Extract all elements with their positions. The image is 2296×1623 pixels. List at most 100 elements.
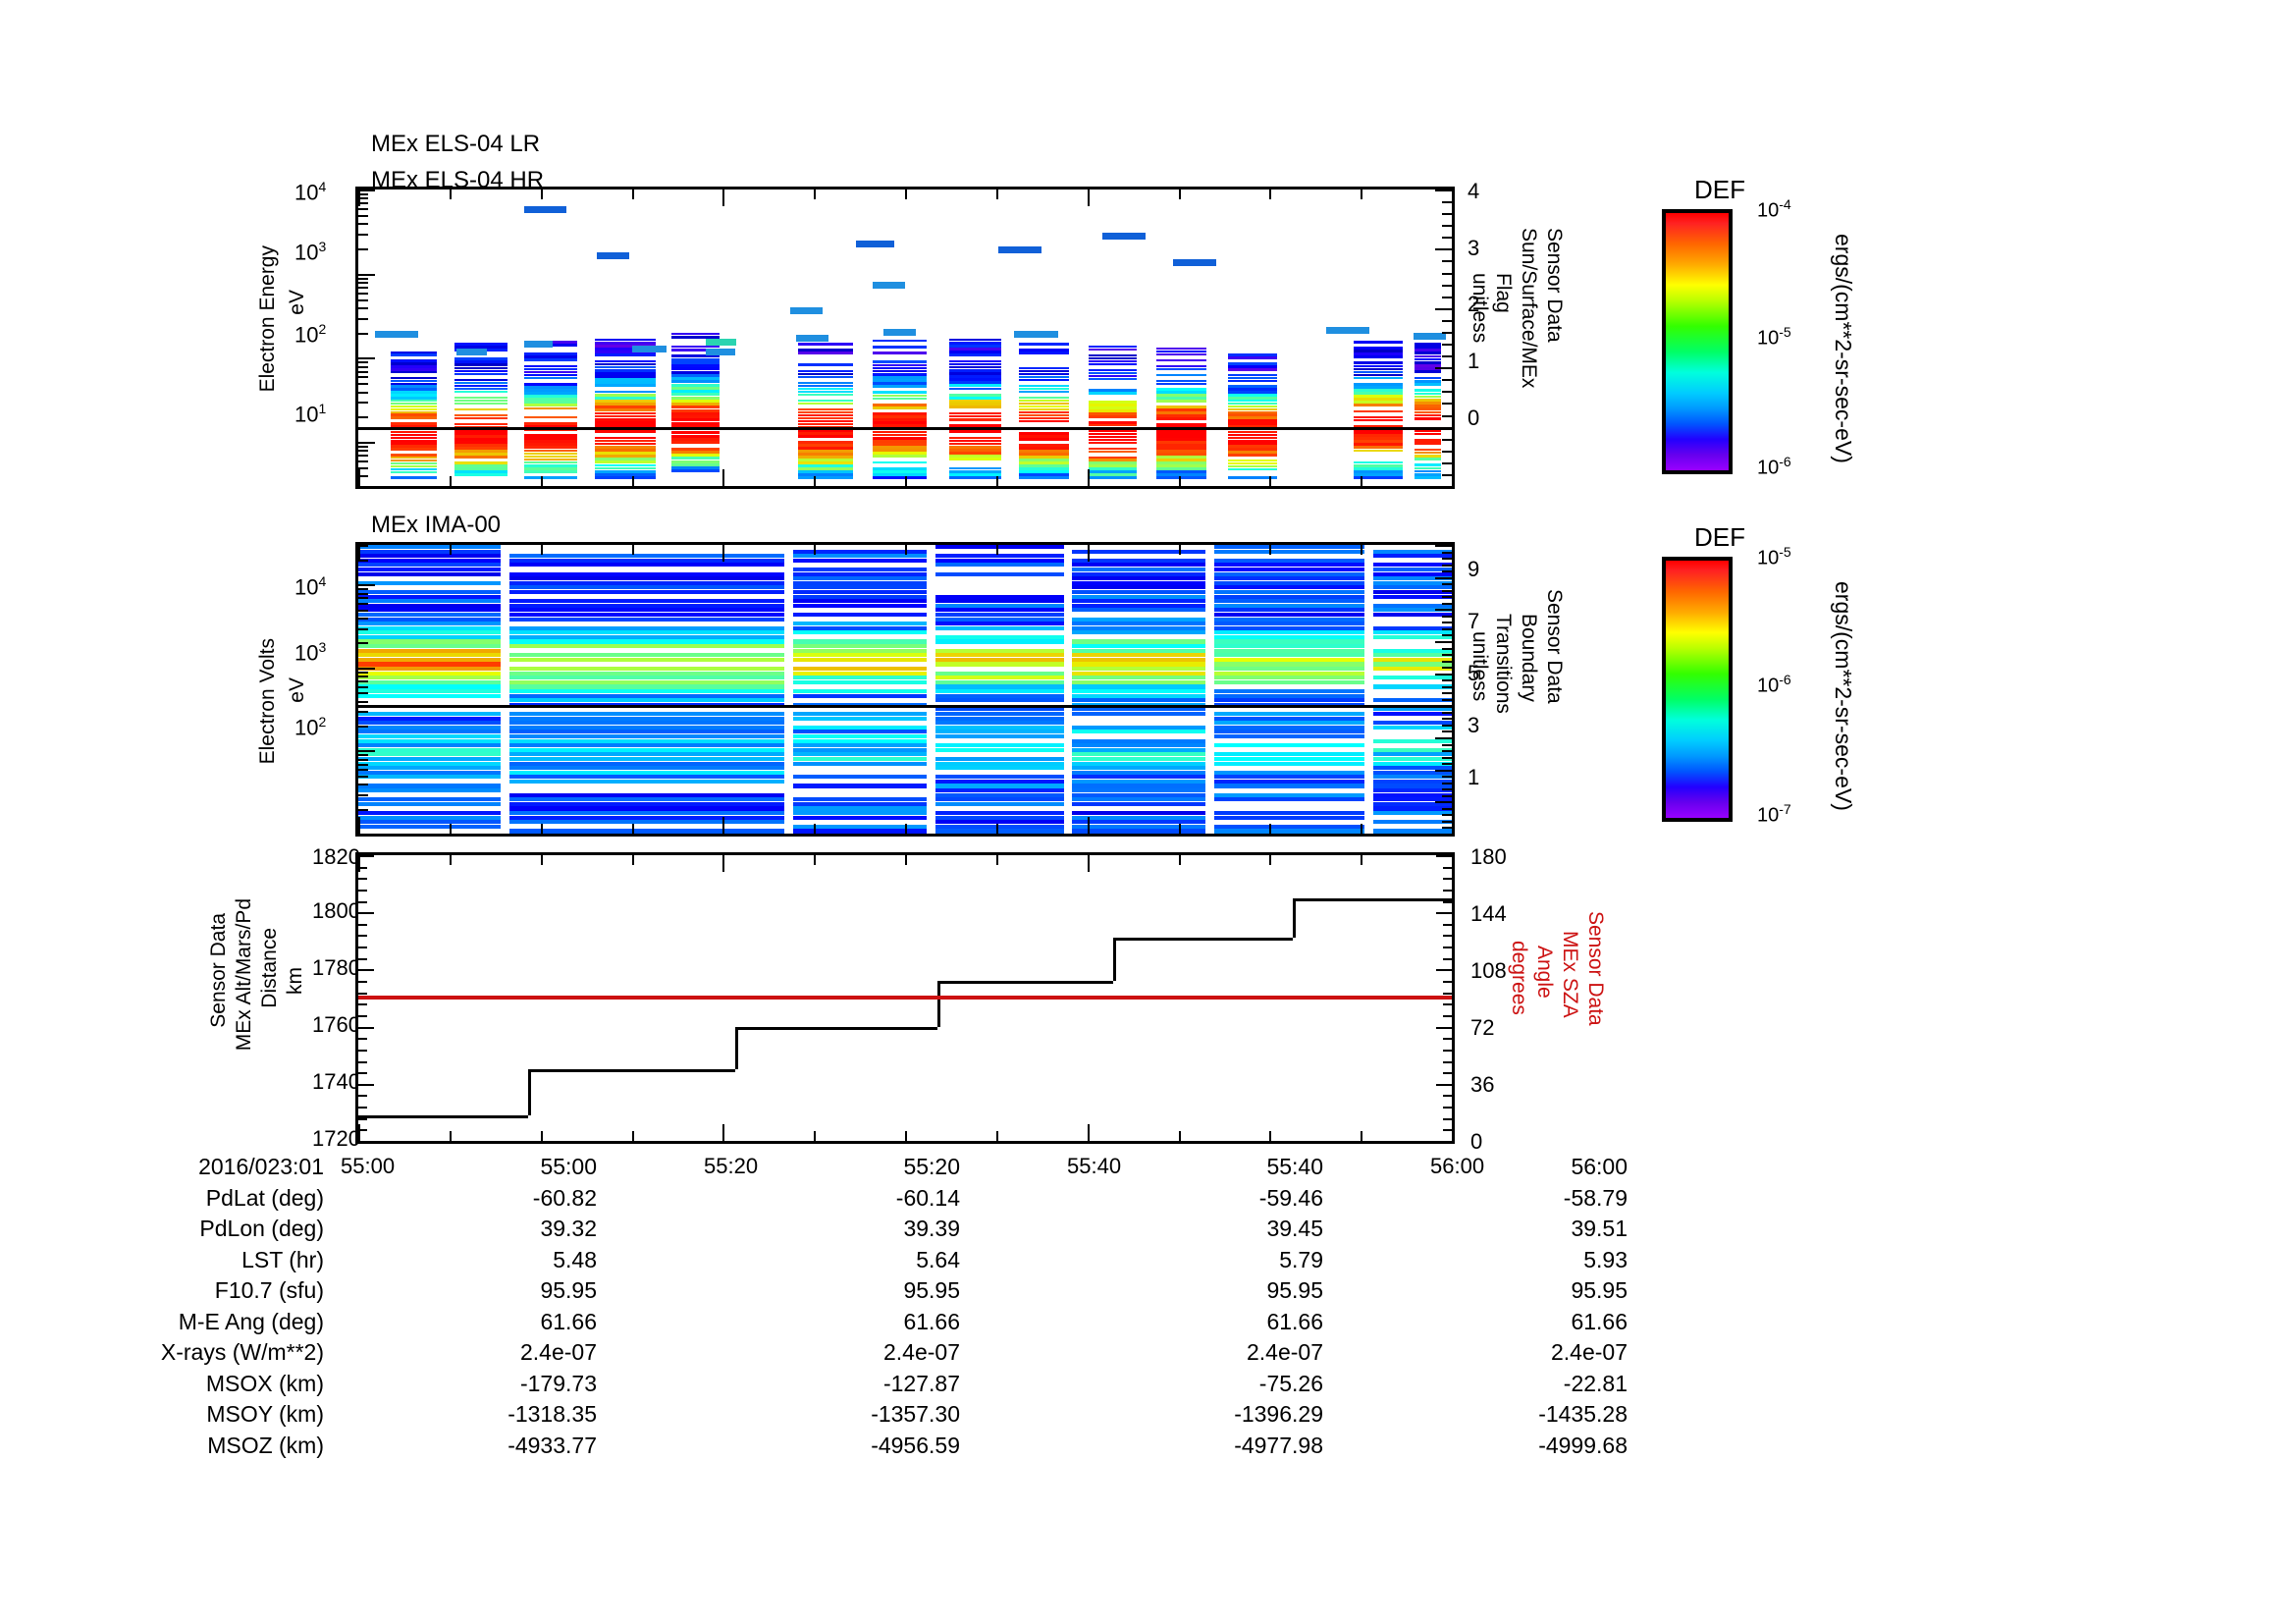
panel3-ytick-1780: 1780 — [312, 955, 360, 980]
spectrogram-cell — [793, 801, 928, 806]
panel1-ytick-10e1: 101 — [294, 401, 326, 427]
spectrogram-cell — [670, 393, 720, 397]
spectrogram-cell — [1089, 470, 1138, 473]
spectrogram-cell — [1415, 360, 1441, 364]
spectrogram-cell — [1353, 431, 1403, 434]
panel3-right-label-sensor: Sensor Data — [1584, 911, 1608, 1026]
spectrogram-column — [358, 545, 501, 834]
spectrogram-cell — [358, 549, 501, 554]
table-cell: -4956.59 — [871, 1432, 960, 1458]
spectrogram-cell — [1214, 730, 1364, 734]
axis-tick — [1087, 817, 1090, 834]
spectrogram-cell — [1353, 389, 1403, 392]
spectrogram-cell — [1072, 725, 1206, 730]
els-spectrogram-panel[interactable] — [355, 187, 1455, 489]
axis-tick — [1361, 476, 1363, 486]
spectrogram-cell — [1415, 367, 1441, 370]
spectrogram-cell — [358, 784, 501, 788]
spectrogram-column — [1353, 189, 1403, 486]
axis-tick — [358, 559, 368, 562]
spectrogram-cell — [797, 390, 853, 394]
spectrogram-column — [1156, 189, 1207, 486]
spectrogram-cell — [1018, 473, 1070, 476]
spectrogram-cell — [1156, 441, 1207, 444]
spectrogram-cell — [793, 730, 928, 734]
spectrogram-cell — [793, 630, 928, 635]
spectrogram-cell — [358, 571, 501, 576]
panel2-rtick-1: 1 — [1468, 765, 1480, 789]
spectrogram-cell — [358, 801, 501, 806]
spectrogram-cell — [1072, 779, 1206, 784]
spectrogram-cell — [524, 460, 577, 464]
cb2-mid-mant: 10 — [1757, 675, 1780, 697]
spectrogram-cell — [358, 738, 501, 743]
spectrogram-cell — [948, 406, 1002, 409]
spectrogram-cell — [872, 375, 928, 379]
axis-tick — [540, 189, 543, 199]
axis-tick — [358, 969, 374, 972]
axis-tick — [814, 545, 817, 555]
altitude-panel[interactable] — [355, 852, 1455, 1144]
spectrogram-cell — [1018, 387, 1070, 391]
spectrogram-cell — [935, 725, 1064, 730]
axis-tick — [358, 402, 368, 405]
table-row-label: PdLon (deg) — [199, 1216, 324, 1241]
spectrogram-cell — [872, 382, 928, 385]
spectrogram-cell — [508, 702, 785, 707]
spectrogram-cell — [670, 360, 720, 364]
spectrogram-cell — [358, 766, 501, 771]
spectrogram-cell — [508, 811, 785, 816]
spectrogram-cell — [524, 382, 577, 386]
spectrogram-cell — [935, 603, 1064, 608]
axis-tick — [358, 1049, 367, 1052]
spectrogram-cell — [872, 466, 928, 470]
spectrogram-cell — [524, 401, 577, 405]
spectrogram-cell — [454, 440, 507, 444]
spectrogram-cell — [793, 585, 928, 590]
spectrogram-cell — [1227, 464, 1277, 468]
spectrogram-cell — [1018, 402, 1070, 406]
spectrogram-cell — [358, 797, 501, 802]
panel1-ytick-10e2: 102 — [294, 321, 326, 348]
axis-tick — [1435, 769, 1452, 772]
spectrogram-cell — [1227, 476, 1277, 479]
spectrogram-cell — [935, 721, 1064, 726]
spectrogram-cell — [1072, 702, 1206, 707]
spectrogram-cell — [358, 671, 501, 676]
spectrogram-column — [1227, 189, 1277, 486]
axis-tick — [1435, 426, 1452, 429]
spectrogram-cell — [797, 375, 853, 379]
spectrogram-cell — [1353, 424, 1403, 428]
axis-tick — [905, 1131, 907, 1141]
spectrogram-cell — [793, 667, 928, 672]
spectrogram-cell — [391, 476, 438, 479]
spectrogram-cell — [1156, 414, 1207, 417]
axis-tick — [1442, 564, 1452, 567]
spectrogram-cell — [935, 730, 1064, 734]
axis-tick — [1361, 545, 1363, 555]
table-row-label: MSOZ (km) — [207, 1432, 324, 1458]
xtick-label-2: 55:40 — [1067, 1154, 1122, 1178]
hr-energy-bar — [997, 246, 1042, 254]
colorbar1 — [1662, 209, 1733, 474]
axis-tick — [1443, 957, 1452, 960]
spectrogram-cell — [508, 603, 785, 608]
spectrogram-cell — [1089, 450, 1138, 454]
spectrogram-cell — [935, 594, 1064, 599]
axis-tick — [1442, 743, 1452, 746]
spectrogram-cell — [1072, 563, 1206, 568]
panel2-y-axis-units: eV — [286, 677, 308, 703]
ima-spectrogram-panel[interactable] — [355, 542, 1455, 837]
spectrogram-cell — [1072, 811, 1206, 816]
spectrogram-cell — [1227, 376, 1277, 380]
panel2-title: MEx IMA-00 — [371, 512, 502, 538]
axis-tick — [1442, 331, 1452, 334]
spectrogram-cell — [1214, 752, 1364, 757]
spectrogram-cell — [793, 653, 928, 658]
table-cell: -59.46 — [1258, 1184, 1323, 1211]
spectrogram-cell — [508, 806, 785, 811]
spectrogram-cell — [1072, 679, 1206, 684]
panel3-ytick-1760: 1760 — [312, 1012, 360, 1037]
spectrogram-cell — [594, 460, 656, 464]
axis-tick — [358, 923, 367, 926]
